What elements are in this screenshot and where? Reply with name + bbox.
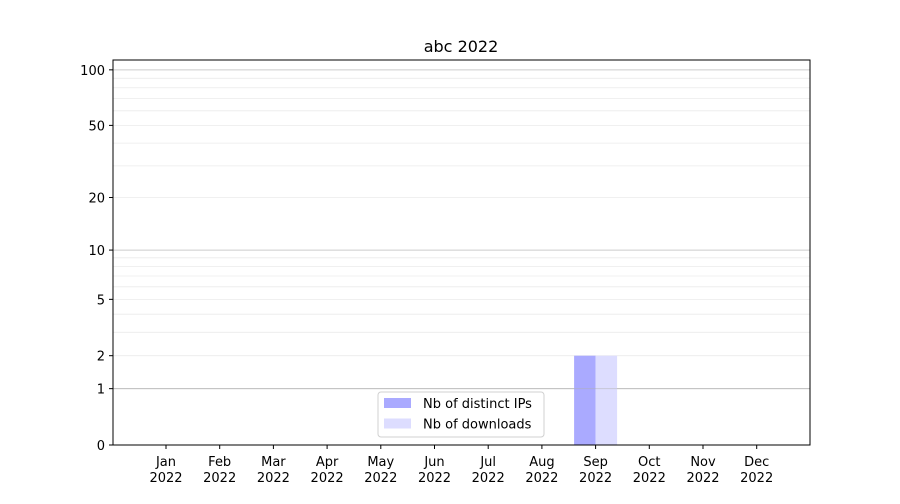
bar-nb-of-downloads bbox=[595, 355, 618, 445]
y-tick-label: 2 bbox=[97, 350, 105, 365]
x-tick-label: Feb 2022 bbox=[203, 455, 236, 486]
y-tick-label: 20 bbox=[88, 192, 105, 207]
x-tick-label-line: 2022 bbox=[149, 471, 182, 486]
x-tick-label-line: 2022 bbox=[311, 471, 344, 486]
x-tick-label: May 2022 bbox=[364, 455, 397, 486]
x-tick-label-line: Nov bbox=[690, 455, 716, 470]
x-tick-label-line: Sep bbox=[583, 455, 608, 470]
x-tick-label: Sep 2022 bbox=[579, 455, 612, 486]
x-tick-label: Jul 2022 bbox=[472, 455, 505, 486]
x-tick-label-line: Jul bbox=[479, 455, 496, 470]
legend-swatch bbox=[384, 398, 411, 408]
x-tick-label-line: 2022 bbox=[364, 471, 397, 486]
x-tick-label-line: 2022 bbox=[472, 471, 505, 486]
x-tick-label: Jan 2022 bbox=[149, 455, 182, 486]
y-tick-label: 5 bbox=[97, 293, 105, 308]
x-tick-label-line: 2022 bbox=[740, 471, 773, 486]
x-tick-label: Aug 2022 bbox=[525, 455, 558, 486]
y-tick-label: 50 bbox=[88, 119, 105, 134]
x-tick-label: Apr 2022 bbox=[311, 455, 344, 486]
x-tick-label-line: Jun bbox=[423, 455, 444, 470]
x-tick-label: Mar 2022 bbox=[257, 455, 290, 486]
x-tick-label-line: May bbox=[367, 455, 394, 470]
x-tick-label-line: Oct bbox=[638, 455, 660, 470]
x-tick-label-line: Apr bbox=[316, 455, 339, 470]
x-tick-label-line: 2022 bbox=[203, 471, 236, 486]
legend: Nb of distinct IPs Nb of downloads bbox=[377, 391, 545, 438]
bar-nb-of-distinct-ips bbox=[574, 355, 596, 445]
y-tick-label: 0 bbox=[97, 439, 105, 454]
y-tick-label: 1 bbox=[97, 383, 105, 398]
x-tick-label-line: 2022 bbox=[579, 471, 612, 486]
x-tick-label: Dec 2022 bbox=[740, 455, 773, 486]
x-tick-label-line: 2022 bbox=[525, 471, 558, 486]
legend-label: Nb of distinct IPs bbox=[423, 397, 532, 412]
legend-box bbox=[377, 391, 545, 438]
x-tick-label-line: Aug bbox=[529, 455, 554, 470]
legend-label: Nb of downloads bbox=[423, 418, 532, 433]
x-tick-label: Oct 2022 bbox=[633, 455, 666, 486]
x-tick-label-line: Feb bbox=[208, 455, 231, 470]
x-tick-label-line: 2022 bbox=[633, 471, 666, 486]
x-tick-label-line: Jan bbox=[155, 455, 176, 470]
x-tick-label-line: 2022 bbox=[418, 471, 451, 486]
x-tick-label-line: 2022 bbox=[686, 471, 719, 486]
y-tick-label: 10 bbox=[88, 244, 105, 259]
legend-swatch bbox=[384, 418, 411, 429]
plot-frame bbox=[112, 59, 811, 446]
x-tick-label-line: Mar bbox=[261, 455, 286, 470]
x-tick-label-line: 2022 bbox=[257, 471, 290, 486]
chart-title: abc 2022 bbox=[424, 37, 499, 56]
x-tick-label: Jun 2022 bbox=[418, 455, 451, 486]
x-tick-label-line: Dec bbox=[744, 455, 769, 470]
x-tick-label: Nov 2022 bbox=[686, 455, 719, 486]
y-tick-label: 100 bbox=[80, 64, 105, 79]
